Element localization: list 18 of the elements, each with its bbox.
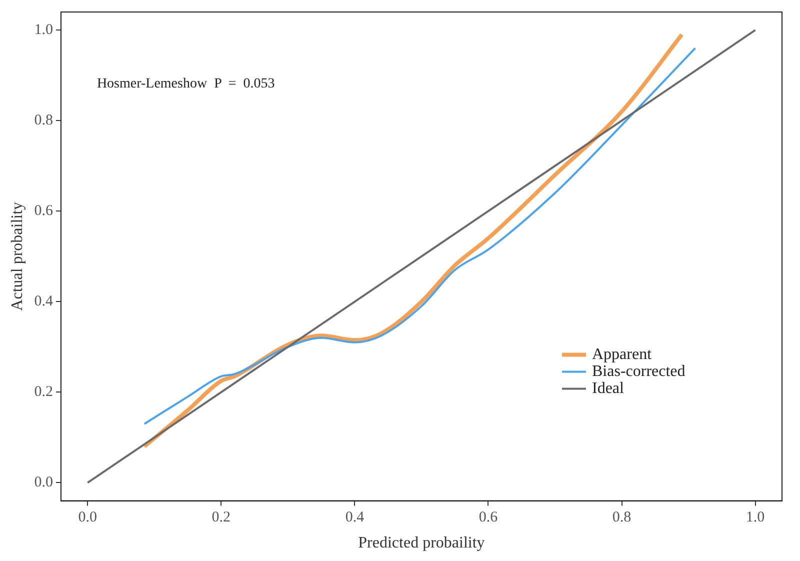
y-tick-label: 0.2 bbox=[34, 384, 53, 400]
legend-label: Ideal bbox=[592, 380, 625, 398]
y-tick-label: 0.0 bbox=[34, 474, 53, 491]
x-tick-label: 0.4 bbox=[345, 510, 365, 526]
y-tick-label: 0.6 bbox=[34, 203, 54, 220]
x-tick-label: 0.2 bbox=[212, 510, 231, 526]
x-tick-label: 0.8 bbox=[612, 510, 632, 526]
x-tick-label: 0.0 bbox=[78, 510, 98, 526]
x-tick-label: 0.6 bbox=[478, 510, 498, 526]
annotation: Hosmer-Lemeshow P = 0.053 bbox=[96, 76, 275, 92]
legend-label: Bias-corrected bbox=[592, 363, 686, 380]
y-tick-label: 0.8 bbox=[34, 112, 53, 129]
y-tick-label: 0.4 bbox=[34, 294, 54, 310]
y-axis-title: Actual probaility bbox=[8, 202, 26, 311]
x-axis-title: Predicted probaility bbox=[358, 534, 485, 552]
x-tick-label: 1.0 bbox=[746, 510, 765, 526]
y-tick-label: 1.0 bbox=[34, 22, 53, 38]
legend-label: Apparent bbox=[592, 346, 652, 364]
